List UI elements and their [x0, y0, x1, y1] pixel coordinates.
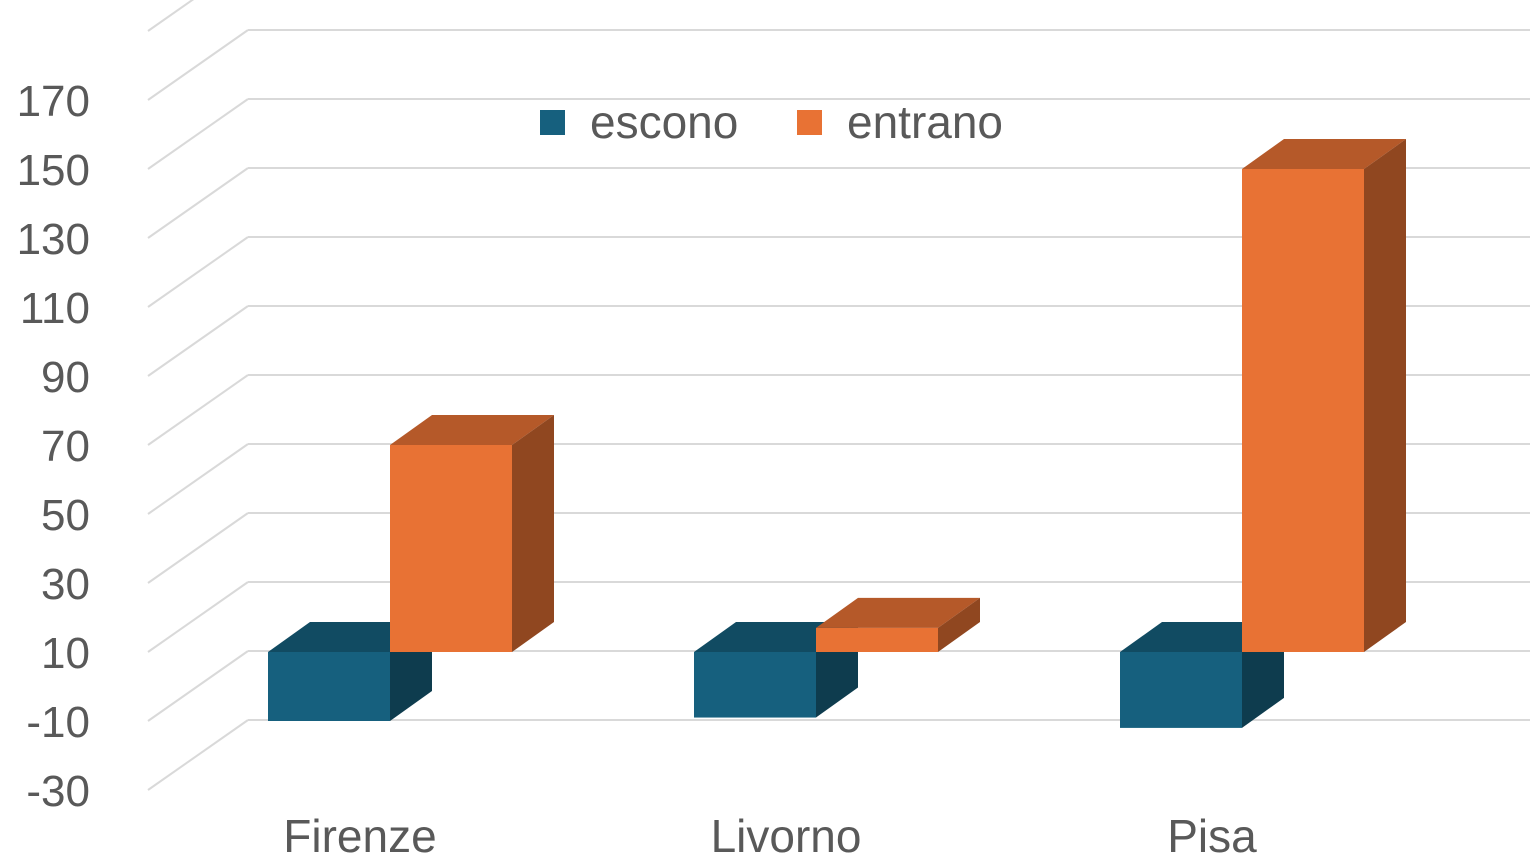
bars	[268, 139, 1406, 728]
bar-entrano-pisa	[1242, 139, 1406, 652]
bar-front	[1242, 169, 1364, 652]
bar-entrano-firenze	[390, 415, 554, 652]
y-tick-label: -30	[26, 767, 90, 816]
grid-diagonal	[147, 719, 249, 791]
y-tick-label: 130	[17, 215, 90, 264]
x-tick-label: Livorno	[711, 810, 862, 859]
grid-diagonal	[147, 0, 195, 32]
y-tick-label: 50	[41, 491, 90, 540]
grid-diagonal	[147, 236, 249, 308]
legend-swatch-escono	[540, 110, 565, 135]
bar-front	[694, 652, 816, 718]
legend-swatch-entrano	[797, 110, 822, 135]
grid-diagonal	[147, 167, 249, 239]
bar-entrano-livorno	[816, 597, 980, 652]
bar-side	[1364, 139, 1406, 652]
grid-diagonal	[147, 374, 249, 446]
y-tick-label: 110	[20, 284, 90, 333]
grid-diagonal	[147, 29, 249, 101]
grid-diagonal	[147, 98, 249, 170]
bar-side	[938, 597, 980, 652]
grid-diagonal	[147, 581, 249, 653]
x-tick-label: Pisa	[1167, 810, 1257, 859]
bar-top	[816, 597, 980, 628]
grid-diagonal	[147, 650, 249, 722]
y-tick-label: 170	[17, 77, 90, 126]
bar-front	[268, 652, 390, 721]
y-tick-label: 10	[41, 629, 90, 678]
x-axis-labels: Firenze Livorno Pisa	[283, 810, 1257, 859]
y-tick-label: 90	[41, 353, 90, 402]
grid-diagonal	[147, 512, 249, 584]
y-tick-label: -10	[26, 698, 90, 747]
legend: escono entrano	[540, 96, 1003, 148]
bar-top	[390, 415, 554, 445]
y-tick-label: 30	[41, 560, 90, 609]
legend-label-escono: escono	[590, 96, 738, 148]
legend-label-entrano: entrano	[847, 96, 1003, 148]
bar-front	[390, 445, 512, 652]
bar-front	[816, 627, 938, 652]
bar-top	[1242, 139, 1406, 169]
y-tick-label: 70	[41, 422, 90, 471]
bar-front	[1120, 652, 1242, 728]
x-tick-label: Firenze	[283, 810, 436, 859]
bar-side	[512, 415, 554, 652]
y-axis-ticks: -30 -10 10 30 50 70 90 110 130 150 170	[17, 77, 90, 816]
y-tick-label: 150	[17, 146, 90, 195]
grid-diagonal	[147, 443, 249, 515]
grid-diagonal	[147, 305, 249, 377]
